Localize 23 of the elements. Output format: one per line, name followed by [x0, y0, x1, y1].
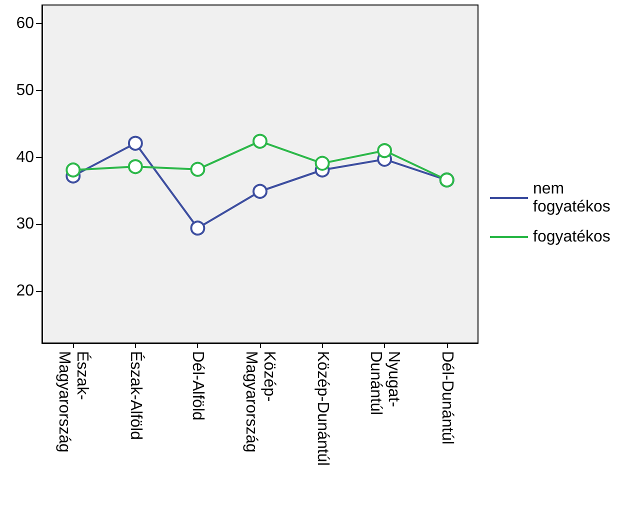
x-tick-label: Dél-Dunántúl	[438, 351, 456, 444]
x-tick-label: Közép- Magyarország	[242, 351, 278, 452]
point	[377, 143, 392, 158]
x-tick-label: Nyugat- Dunántúl	[367, 351, 402, 416]
x-tick-label: Közép-Dunántúl	[314, 351, 331, 466]
point	[190, 162, 206, 177]
point	[66, 162, 81, 178]
legend-label: nem fogyatékos	[533, 180, 610, 216]
y-tick-label: 50	[16, 82, 34, 99]
x-tick-label: Észak-Alföld	[126, 351, 145, 440]
legend-label: fogyatékos	[533, 228, 610, 246]
point	[252, 134, 268, 149]
y-tick-label: 60	[16, 15, 34, 32]
x-tick-label: Észak- Magyarország	[56, 351, 92, 452]
point	[190, 220, 206, 236]
x-tick-label: Dél-Alföld	[189, 351, 206, 420]
point	[128, 159, 143, 174]
y-tick-label: 30	[16, 216, 34, 233]
y-tick-label: 40	[16, 148, 34, 166]
point	[314, 156, 330, 171]
point	[128, 136, 143, 151]
y-tick-label: 20	[16, 282, 34, 300]
point	[252, 184, 268, 199]
